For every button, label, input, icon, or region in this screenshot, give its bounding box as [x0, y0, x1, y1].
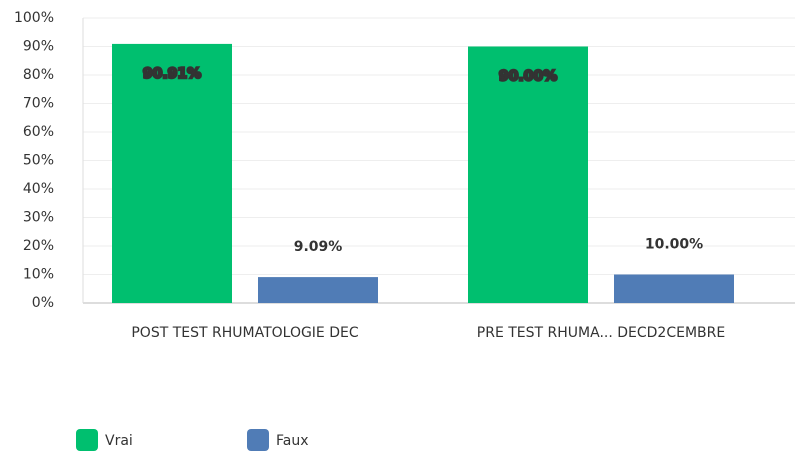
x-tick-label: PRE TEST RHUMA... DECD2CEMBRE [477, 325, 725, 341]
y-tick-label: 50% [23, 153, 54, 169]
y-tick-label: 80% [23, 67, 54, 83]
y-tick-label: 20% [23, 238, 54, 254]
bar [468, 46, 588, 303]
y-tick-label: 40% [23, 181, 54, 197]
data-label: 10.00% [645, 237, 703, 253]
data-label: 9.09% [294, 239, 343, 255]
data-label: 90.00% [499, 69, 557, 85]
y-tick-label: 100% [14, 10, 54, 26]
data-label: 90.91% [143, 66, 201, 82]
legend-swatch [76, 429, 98, 451]
legend-swatch [247, 429, 269, 451]
bar [112, 43, 232, 304]
y-tick-label: 90% [23, 39, 54, 55]
legend-label: Vrai [105, 433, 133, 449]
y-tick-label: 10% [23, 267, 54, 283]
y-tick-label: 60% [23, 124, 54, 140]
y-tick-label: 70% [23, 96, 54, 112]
bar [258, 277, 378, 303]
y-tick-label: 0% [32, 295, 54, 311]
legend-label: Faux [276, 433, 309, 449]
x-tick-label: POST TEST RHUMATOLOGIE DEC [131, 325, 358, 341]
bar [614, 274, 734, 303]
y-tick-label: 30% [23, 210, 54, 226]
